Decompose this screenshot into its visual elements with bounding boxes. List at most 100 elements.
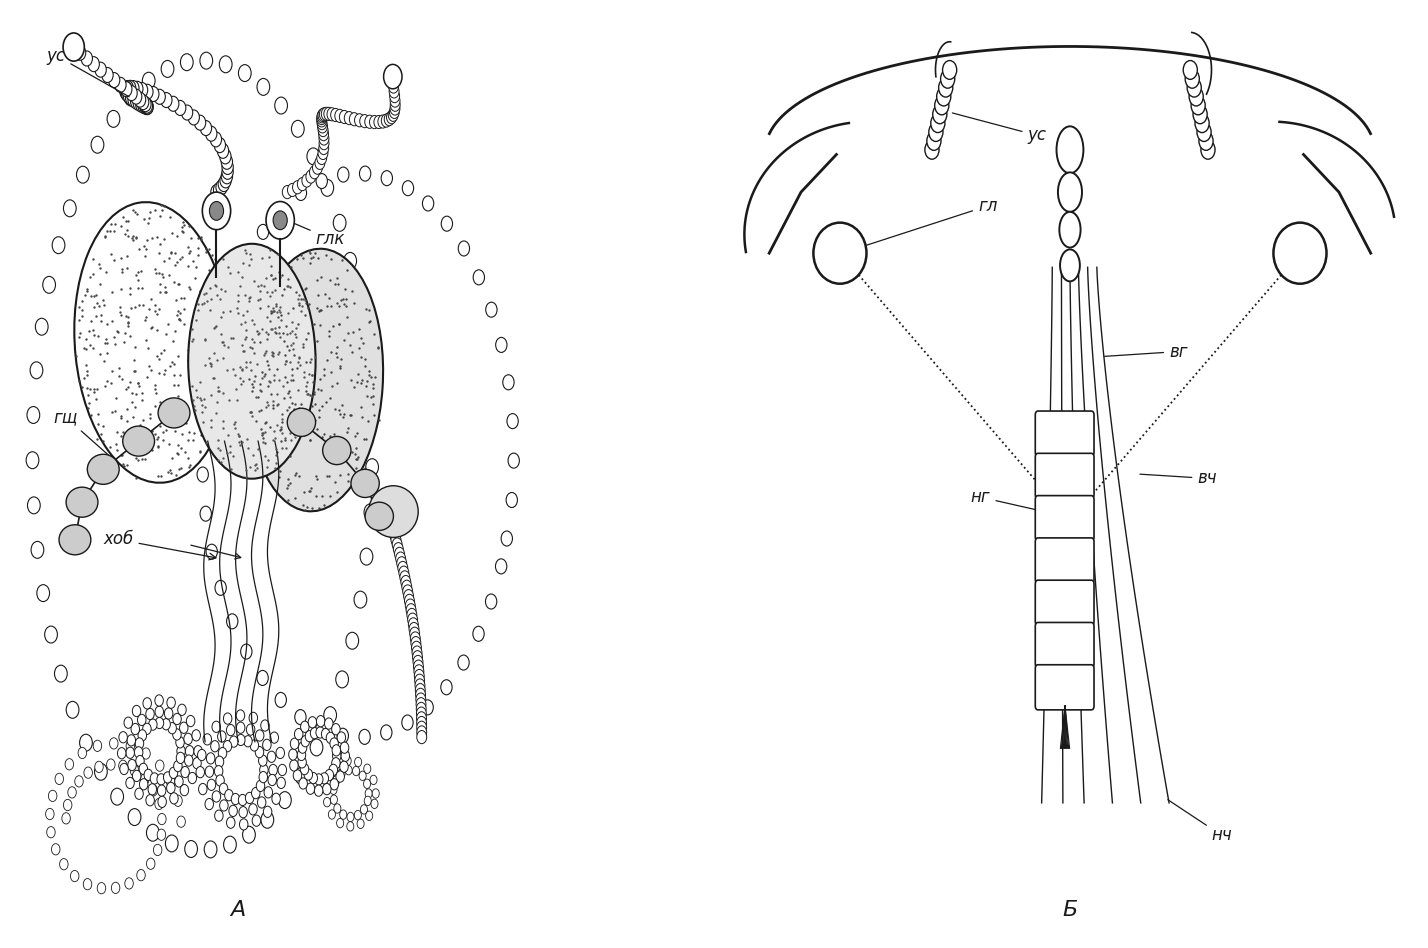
Circle shape (124, 81, 136, 96)
Point (281, 301, 304, 316)
Point (188, 444, 211, 459)
Circle shape (154, 89, 166, 104)
Point (120, 230, 143, 246)
Point (144, 298, 167, 313)
Point (234, 246, 257, 261)
Circle shape (417, 712, 427, 725)
Point (181, 332, 204, 347)
Point (214, 359, 237, 374)
Circle shape (153, 845, 161, 856)
Point (253, 347, 276, 362)
Point (149, 398, 171, 413)
Circle shape (127, 759, 136, 771)
Circle shape (129, 92, 140, 107)
Point (116, 402, 139, 417)
Point (260, 267, 283, 283)
Point (307, 303, 330, 319)
Circle shape (327, 771, 334, 780)
Circle shape (174, 795, 183, 807)
Point (220, 330, 243, 345)
Point (147, 301, 170, 317)
Circle shape (323, 784, 330, 793)
Circle shape (216, 314, 227, 329)
Point (323, 427, 346, 442)
Circle shape (131, 82, 143, 97)
Point (288, 357, 311, 373)
Point (204, 251, 227, 266)
Circle shape (1184, 61, 1197, 80)
Point (278, 400, 301, 415)
Point (163, 424, 186, 439)
Point (224, 381, 247, 396)
Point (257, 379, 280, 394)
Point (181, 334, 204, 349)
Point (244, 463, 267, 478)
Point (287, 292, 310, 307)
Circle shape (307, 148, 320, 165)
Point (86, 431, 109, 447)
Point (266, 397, 288, 412)
Point (151, 203, 174, 218)
Point (136, 233, 159, 248)
Point (270, 414, 293, 429)
Circle shape (176, 752, 184, 763)
Point (181, 378, 204, 393)
Circle shape (317, 112, 327, 125)
Point (236, 303, 258, 319)
Point (261, 284, 284, 300)
Point (106, 425, 129, 440)
Point (151, 409, 174, 424)
Point (264, 282, 287, 297)
Point (333, 297, 356, 312)
Point (206, 288, 228, 303)
Point (140, 320, 163, 336)
Circle shape (140, 778, 149, 790)
Point (167, 406, 190, 421)
Point (160, 408, 183, 423)
Circle shape (925, 140, 940, 159)
Circle shape (157, 813, 166, 825)
Point (216, 260, 238, 275)
Circle shape (54, 665, 67, 682)
Point (154, 363, 177, 378)
Point (211, 304, 234, 319)
Circle shape (403, 181, 414, 195)
Circle shape (216, 775, 224, 786)
Point (367, 340, 390, 356)
Point (140, 292, 163, 307)
Circle shape (328, 810, 336, 819)
Circle shape (413, 650, 423, 664)
Point (167, 303, 190, 319)
Point (310, 489, 333, 504)
Circle shape (297, 177, 307, 191)
Circle shape (163, 772, 171, 783)
Circle shape (347, 812, 354, 822)
Point (328, 293, 351, 308)
Circle shape (384, 113, 394, 126)
Circle shape (197, 467, 208, 482)
Circle shape (360, 166, 371, 181)
Circle shape (184, 733, 193, 744)
Point (67, 312, 90, 327)
Point (316, 352, 338, 367)
Circle shape (70, 870, 79, 882)
Point (293, 484, 316, 500)
Circle shape (328, 764, 337, 775)
Circle shape (413, 655, 423, 668)
Text: гл: гл (308, 277, 336, 295)
Point (240, 404, 263, 419)
Circle shape (119, 760, 127, 772)
Circle shape (44, 626, 57, 643)
Circle shape (320, 773, 328, 784)
Point (227, 287, 250, 302)
Point (257, 361, 280, 376)
Point (306, 489, 328, 504)
Point (320, 436, 343, 451)
Point (313, 367, 336, 382)
Circle shape (221, 169, 233, 184)
Point (166, 348, 188, 363)
Point (264, 326, 287, 341)
Point (268, 270, 291, 285)
Point (187, 241, 210, 256)
Circle shape (357, 819, 364, 829)
